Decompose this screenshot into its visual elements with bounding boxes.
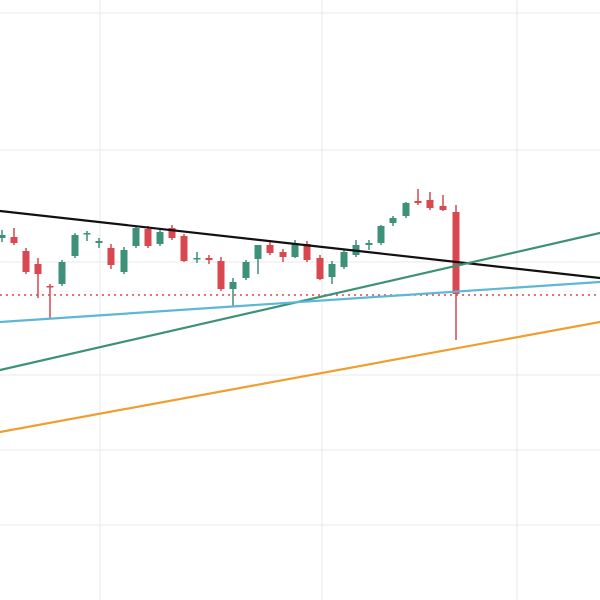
- candle-body: [328, 264, 336, 277]
- candle-body: [46, 286, 54, 288]
- candle-body: [242, 262, 250, 278]
- candle-body: [377, 226, 385, 243]
- candle-body: [132, 228, 140, 246]
- candle-body: [34, 264, 42, 274]
- trendline-black: [0, 209, 600, 280]
- candle-body: [71, 235, 79, 256]
- candle-body: [340, 252, 348, 267]
- candle-body: [180, 236, 188, 261]
- candle-body: [365, 243, 373, 245]
- candle-body: [193, 258, 201, 260]
- candle-body: [254, 245, 262, 259]
- candle-body: [402, 203, 410, 216]
- candle-body: [83, 233, 91, 235]
- trendlines: [0, 209, 600, 434]
- candle-body: [144, 229, 152, 246]
- candle-body: [389, 218, 397, 223]
- candle-body: [426, 200, 434, 208]
- candle-body: [22, 251, 30, 272]
- trendline-orange: [0, 320, 600, 434]
- candle-body: [229, 282, 237, 289]
- candle-body: [452, 212, 460, 294]
- candle-body: [303, 244, 311, 260]
- candle-body: [107, 248, 115, 265]
- candle-body: [95, 241, 103, 243]
- candle-body: [414, 201, 422, 203]
- candles: [0, 189, 460, 340]
- candle-body: [266, 245, 274, 253]
- candle-body: [156, 232, 164, 244]
- candle-body: [120, 250, 128, 272]
- candle-body: [316, 258, 324, 279]
- candle-body: [291, 244, 299, 257]
- candle-body: [58, 262, 66, 284]
- candle-body: [10, 237, 18, 243]
- candle-body: [217, 261, 225, 289]
- candle-body: [168, 228, 176, 238]
- candle-body: [279, 252, 287, 257]
- trendline-blue: [0, 280, 600, 324]
- candle-body: [439, 206, 447, 210]
- candle-body: [0, 235, 6, 238]
- candle-body: [205, 258, 213, 260]
